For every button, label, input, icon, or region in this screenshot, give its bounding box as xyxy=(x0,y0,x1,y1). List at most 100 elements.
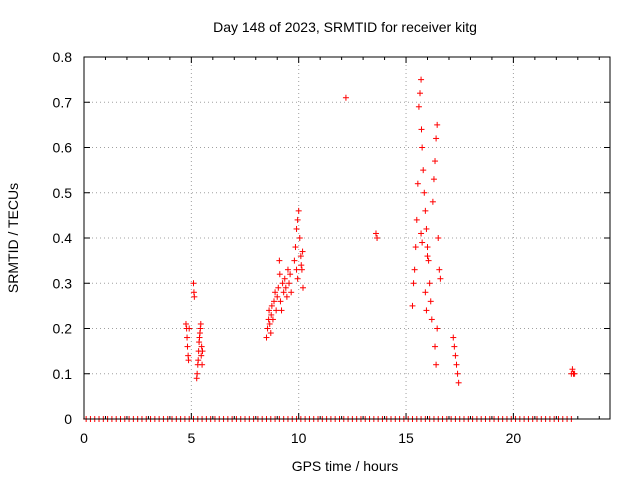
data-point xyxy=(430,176,437,183)
data-point xyxy=(419,239,426,246)
data-point xyxy=(425,257,432,264)
data-point xyxy=(275,284,282,291)
data-point xyxy=(269,316,276,323)
x-tick-label: 0 xyxy=(80,430,88,446)
data-point xyxy=(423,307,430,314)
data-point xyxy=(372,230,379,237)
chart-title: Day 148 of 2023, SRMTID for receiver kit… xyxy=(213,19,477,35)
data-point xyxy=(199,348,206,355)
data-point xyxy=(299,248,306,255)
y-tick-label: 0.7 xyxy=(53,94,73,110)
data-point xyxy=(374,235,381,241)
data-point xyxy=(184,334,191,341)
data-point xyxy=(419,144,426,151)
data-point xyxy=(418,76,425,83)
data-point xyxy=(411,266,418,273)
data-point xyxy=(194,370,201,377)
data-point xyxy=(436,266,443,273)
data-point xyxy=(287,271,294,278)
data-point xyxy=(263,334,270,341)
data-point xyxy=(271,298,278,305)
data-point xyxy=(410,280,417,287)
data-point xyxy=(451,343,458,350)
y-tick-label: 0.6 xyxy=(53,140,73,156)
data-point xyxy=(294,275,301,282)
data-point xyxy=(278,307,285,314)
data-point xyxy=(418,126,425,133)
data-point xyxy=(293,225,300,232)
y-tick-label: 0.1 xyxy=(53,366,73,382)
y-tick-label: 0 xyxy=(64,411,72,427)
data-point xyxy=(452,352,459,359)
data-point xyxy=(264,325,271,332)
data-point xyxy=(266,307,273,314)
data-point xyxy=(422,289,429,296)
data-point xyxy=(427,298,434,305)
data-point xyxy=(299,284,306,291)
data-point xyxy=(291,257,298,264)
data-point xyxy=(455,379,462,386)
data-point xyxy=(267,330,274,337)
data-point xyxy=(423,225,430,232)
data-point xyxy=(293,266,300,273)
data-point xyxy=(409,302,416,309)
x-tick-label: 5 xyxy=(187,430,195,446)
y-tick-label: 0.4 xyxy=(53,230,73,246)
data-point xyxy=(432,158,439,165)
data-point xyxy=(569,366,576,373)
data-point xyxy=(272,289,279,296)
data-point xyxy=(420,167,427,174)
data-point xyxy=(428,316,435,323)
data-point xyxy=(450,334,457,341)
data-point xyxy=(286,280,293,287)
data-point xyxy=(297,253,304,260)
data-point xyxy=(429,198,436,205)
data-point xyxy=(288,289,295,296)
data-point xyxy=(284,266,291,273)
x-tick-label: 15 xyxy=(398,430,414,446)
data-point xyxy=(197,320,204,327)
data-point xyxy=(433,135,440,142)
ticks-layer: 0 0.1 0.2 0.3 0.4 0.5 0.6 0.7 0.8 0 5 10 15 20 xyxy=(53,49,610,446)
data-point xyxy=(434,121,441,128)
data-point xyxy=(268,311,275,318)
data-point xyxy=(282,284,289,291)
y-tick-label: 0.5 xyxy=(53,185,73,201)
y-tick-label: 0.8 xyxy=(53,49,73,65)
y-tick-label: 0.3 xyxy=(53,275,73,291)
data-point xyxy=(195,357,202,364)
data-point xyxy=(414,180,421,187)
data-point xyxy=(424,244,431,251)
data-point xyxy=(418,230,425,237)
plot-frame xyxy=(83,56,611,420)
data-point xyxy=(190,280,197,287)
data-point xyxy=(276,271,283,278)
data-point xyxy=(454,370,461,377)
data-point xyxy=(198,343,205,350)
data-point xyxy=(434,325,441,332)
data-point xyxy=(571,370,578,377)
x-axis-label: GPS time / hours xyxy=(292,458,399,474)
data-point xyxy=(280,289,287,296)
grid-layer xyxy=(84,57,610,419)
data-point xyxy=(283,293,290,300)
data-point xyxy=(433,361,440,368)
x-tick-label: 20 xyxy=(506,430,522,446)
data-point xyxy=(279,280,286,287)
data-point xyxy=(292,244,299,251)
data-point xyxy=(276,257,283,264)
data-point xyxy=(413,216,420,223)
data-point xyxy=(424,253,431,260)
data-point xyxy=(198,352,205,359)
data-point xyxy=(274,293,281,300)
y-tick-label: 0.2 xyxy=(53,321,73,337)
y-axis-label: SRMTID / TECUs xyxy=(5,183,21,293)
data-point xyxy=(186,325,193,332)
data-point xyxy=(268,302,275,309)
data-point xyxy=(184,343,191,350)
data-point xyxy=(295,207,302,214)
data-point xyxy=(342,94,349,101)
data-point xyxy=(273,307,280,314)
